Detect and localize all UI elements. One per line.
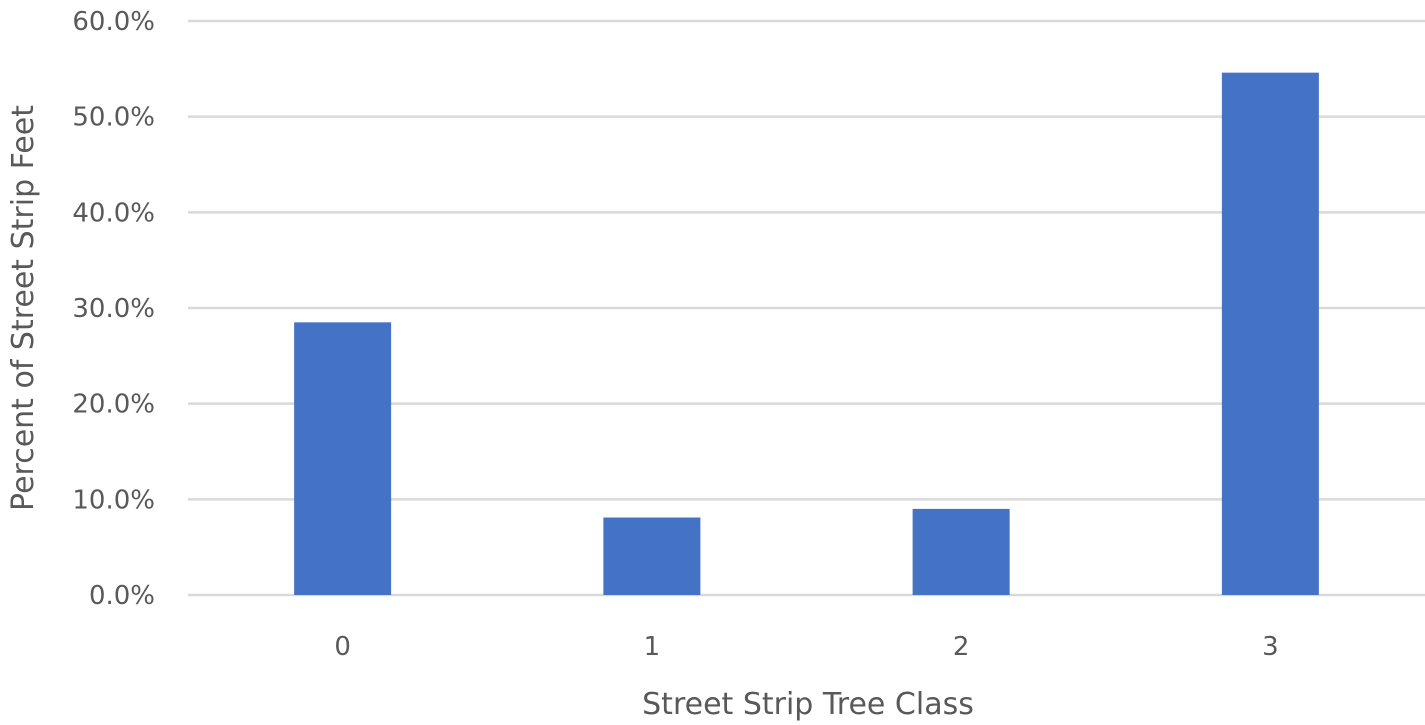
- x-tick-label-2: 2: [953, 632, 970, 662]
- x-axis-tick-labels: 0 1 2 3: [334, 632, 1278, 662]
- y-tick-label: 40.0%: [72, 198, 155, 228]
- y-tick-label: 20.0%: [72, 390, 155, 420]
- x-axis-title: Street Strip Tree Class: [642, 687, 974, 722]
- x-tick-label-3: 3: [1262, 632, 1279, 662]
- bar-0: [294, 322, 392, 595]
- x-tick-label-0: 0: [334, 632, 351, 662]
- y-tick-label: 0.0%: [89, 581, 155, 611]
- y-tick-label: 10.0%: [72, 485, 155, 515]
- y-tick-label: 50.0%: [72, 103, 155, 133]
- gridlines: [188, 19, 1425, 597]
- x-tick-label-1: 1: [644, 632, 661, 662]
- bar-3: [1221, 72, 1319, 595]
- y-tick-label: 60.0%: [72, 7, 155, 37]
- bar-2: [912, 508, 1010, 595]
- y-axis-tick-labels: 0.0% 10.0% 20.0% 30.0% 40.0% 50.0% 60.0%: [72, 7, 155, 611]
- y-tick-label: 30.0%: [72, 294, 155, 324]
- bar-1: [603, 517, 701, 595]
- y-axis-title: Percent of Street Strip Feet: [6, 105, 41, 511]
- bars: [294, 72, 1319, 595]
